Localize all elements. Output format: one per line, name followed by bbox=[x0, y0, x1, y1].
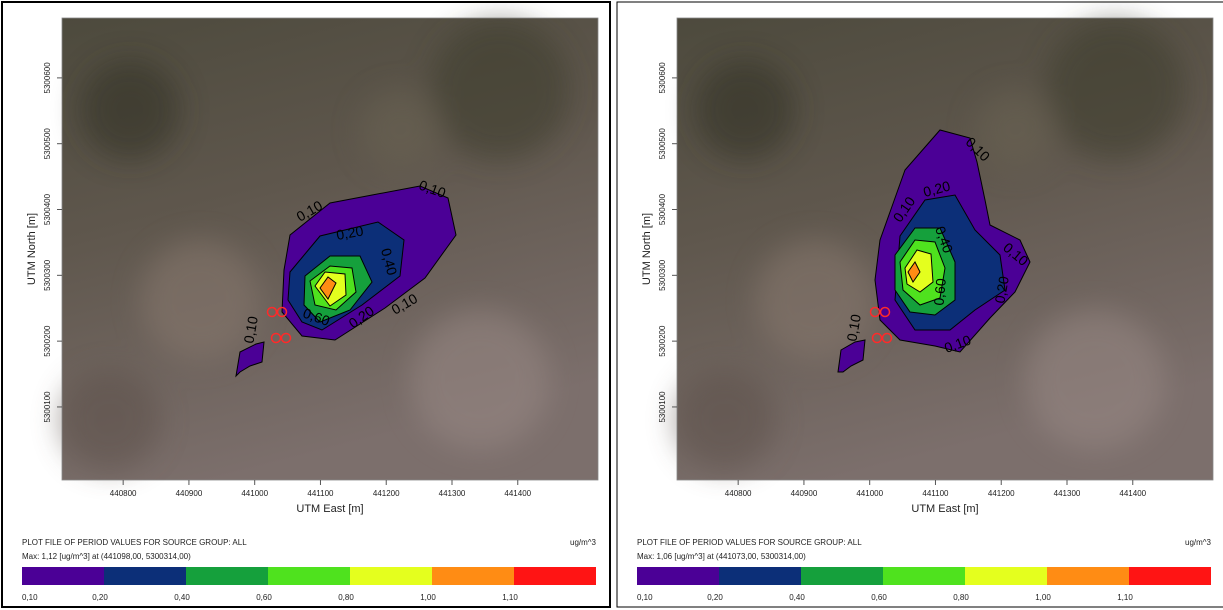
x-tick-label: 441000 bbox=[241, 489, 268, 498]
legend-label: 0,40 bbox=[174, 593, 190, 602]
page: 0,100,100,200,400,600,200,100,1044080044… bbox=[0, 0, 1223, 610]
unit-label: ug/m^3 bbox=[1185, 538, 1212, 547]
legend-swatch bbox=[1047, 567, 1129, 585]
x-tick-label: 441200 bbox=[373, 489, 400, 498]
x-tick-label: 441100 bbox=[922, 489, 949, 498]
legend-swatch bbox=[186, 567, 268, 585]
plot-title: PLOT FILE OF PERIOD VALUES FOR SOURCE GR… bbox=[637, 538, 862, 547]
legend-swatch bbox=[719, 567, 801, 585]
legend-label: 1,00 bbox=[1035, 593, 1051, 602]
legend-swatch bbox=[104, 567, 186, 585]
legend-swatch bbox=[883, 567, 965, 585]
x-tick-label: 441300 bbox=[1054, 489, 1081, 498]
y-tick-label: 5300300 bbox=[658, 259, 667, 291]
legend-label: 0,20 bbox=[707, 593, 723, 602]
legend-swatch bbox=[268, 567, 350, 585]
legend-label: 0,60 bbox=[871, 593, 887, 602]
y-tick-label: 5300200 bbox=[658, 325, 667, 357]
x-tick-label: 440800 bbox=[725, 489, 752, 498]
x-tick-label: 440900 bbox=[176, 489, 203, 498]
map-patch bbox=[360, 90, 440, 170]
legend-swatch bbox=[1129, 567, 1211, 585]
legend-label: 0,80 bbox=[953, 593, 969, 602]
plot-title: PLOT FILE OF PERIOD VALUES FOR SOURCE GR… bbox=[22, 538, 247, 547]
y-tick-label: 5300400 bbox=[43, 193, 52, 225]
legend-label: 0,40 bbox=[789, 593, 805, 602]
map-patch bbox=[675, 370, 775, 470]
y-tick-label: 5300200 bbox=[43, 325, 52, 357]
x-tick-label: 440800 bbox=[110, 489, 137, 498]
x-tick-label: 441000 bbox=[856, 489, 883, 498]
legend-label: 1,00 bbox=[420, 593, 436, 602]
legend-swatch bbox=[514, 567, 596, 585]
y-axis-title: UTM North [m] bbox=[26, 213, 38, 285]
y-tick-label: 5300600 bbox=[658, 62, 667, 94]
x-tick-label: 441300 bbox=[439, 489, 466, 498]
legend-swatch bbox=[432, 567, 514, 585]
legend-label: 1,10 bbox=[502, 593, 518, 602]
x-tick-label: 440900 bbox=[791, 489, 818, 498]
x-tick-label: 441200 bbox=[988, 489, 1015, 498]
max-note: Max: 1,12 [ug/m^3] at (441098,00, 530031… bbox=[22, 552, 191, 561]
map-patch bbox=[410, 310, 550, 450]
legend-swatch bbox=[22, 567, 104, 585]
y-tick-label: 5300300 bbox=[43, 259, 52, 291]
legend-label: 0,80 bbox=[338, 593, 354, 602]
x-tick-label: 441400 bbox=[504, 489, 531, 498]
unit-label: ug/m^3 bbox=[570, 538, 597, 547]
map-patch bbox=[430, 20, 570, 160]
legend-label: 0,10 bbox=[637, 593, 653, 602]
legend-label: 0,60 bbox=[256, 593, 272, 602]
legend-swatch bbox=[801, 567, 883, 585]
map-patch bbox=[60, 370, 160, 470]
x-tick-label: 441100 bbox=[307, 489, 334, 498]
contour-label: 0,60 bbox=[931, 277, 949, 306]
x-axis-title: UTM East [m] bbox=[911, 503, 978, 515]
y-tick-label: 5300400 bbox=[658, 193, 667, 225]
map-patch bbox=[1045, 20, 1185, 160]
legend-swatch bbox=[350, 567, 432, 585]
legend-label: 0,20 bbox=[92, 593, 108, 602]
y-tick-label: 5300500 bbox=[43, 128, 52, 160]
map-patch bbox=[1025, 310, 1165, 450]
legend-label: 1,10 bbox=[1117, 593, 1133, 602]
y-tick-label: 5300600 bbox=[43, 62, 52, 94]
y-tick-label: 5300100 bbox=[43, 391, 52, 423]
x-tick-label: 441400 bbox=[1119, 489, 1146, 498]
x-axis-title: UTM East [m] bbox=[296, 503, 363, 515]
legend-swatch bbox=[637, 567, 719, 585]
legend-swatch bbox=[965, 567, 1047, 585]
y-tick-label: 5300100 bbox=[658, 391, 667, 423]
max-note: Max: 1,06 [ug/m^3] at (441073,00, 530031… bbox=[637, 552, 806, 561]
map-patch bbox=[80, 60, 180, 160]
y-axis-title: UTM North [m] bbox=[641, 213, 653, 285]
legend-label: 0,10 bbox=[22, 593, 38, 602]
map-patch bbox=[695, 60, 795, 160]
y-tick-label: 5300500 bbox=[658, 128, 667, 160]
